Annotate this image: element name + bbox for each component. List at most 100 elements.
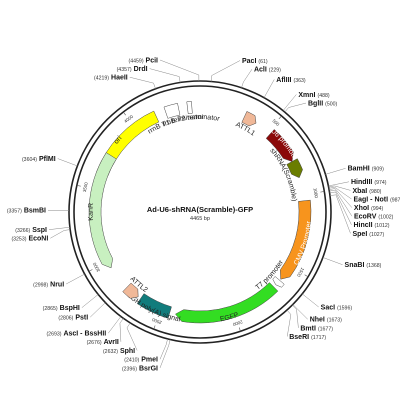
site-xbai: XbaI (980): [352, 188, 381, 195]
leader-haeii: [129, 76, 156, 89]
site-sspi: SspI(3266): [15, 227, 47, 234]
tick-mark: [238, 327, 241, 332]
site-pcii: PciI(4459): [129, 57, 159, 64]
site-name: AscI - BssHII: [63, 331, 106, 338]
site-hindiii: HindIII (974): [351, 179, 387, 186]
site-name: PciI: [146, 57, 159, 64]
site-name: EagI - NotI: [353, 196, 388, 203]
leader-nhei: [292, 304, 308, 320]
leader-hindiii: [328, 181, 350, 187]
restriction-site-layer: PacI (61) AclI (229) AflIII (363) XmnI (488)Bgl…: [7, 57, 400, 372]
site-name: AvrII: [104, 339, 119, 346]
site-econi: EcoNI(3253): [11, 236, 48, 243]
leader-bsrgi: [159, 339, 171, 368]
site-name: XhoI: [354, 205, 369, 212]
site-name: BamHI: [348, 166, 370, 173]
leader-pcii: [159, 59, 200, 82]
site-position: (488): [317, 93, 329, 99]
site-position: (4357): [117, 67, 132, 73]
site-hincii: HincII (1012): [353, 222, 389, 229]
site-position: (2676): [87, 340, 102, 346]
feature-bgh-polya-signal: [136, 293, 172, 319]
tick-mark: [304, 274, 309, 278]
site-nrui: NruI(2998): [33, 281, 64, 288]
plasmid-length: 4465 bp: [190, 216, 210, 222]
tick-label: 1000: [312, 188, 319, 199]
site-position: (909): [372, 167, 384, 173]
site-name: BsmBI: [24, 208, 46, 215]
site-position: (4459): [129, 58, 144, 64]
leader-ecorv: [329, 189, 353, 217]
site-position: (980): [369, 189, 381, 195]
site-name: PacI: [242, 58, 256, 65]
site-position: (1677): [318, 326, 333, 332]
tick-mark: [278, 115, 282, 120]
site-position: (2396): [122, 366, 137, 372]
tick-layer: 500 1000 1500 2000 2500 3000 3500 4000: [76, 111, 325, 332]
site-sphi: SphI(2632): [103, 348, 135, 355]
leader-bmti: [292, 304, 299, 328]
leader-bsphi: [81, 294, 99, 308]
site-name: BspHI: [60, 305, 80, 312]
feature-t7-promoter: [272, 276, 285, 288]
leader-drdi: [149, 68, 181, 83]
site-position: (1673): [327, 318, 342, 324]
tick-mark: [153, 325, 156, 330]
leader-xhoi: [329, 188, 353, 208]
feature-kanr: [88, 152, 117, 269]
site-position: (3357): [7, 209, 22, 215]
site-name: BseRI: [289, 334, 309, 341]
site-spei: SpeI (1027): [352, 231, 384, 238]
site-position: (61): [258, 59, 267, 65]
site-name: BmtI: [300, 325, 316, 332]
site-name: PmeI: [141, 357, 158, 364]
tick-label: 4000: [123, 114, 134, 124]
feature-rrnb-t1-terminator: [163, 103, 181, 119]
site-bseri: BseRI (1717): [289, 334, 326, 341]
leader-xmni: [282, 94, 297, 111]
leader-xbai: [328, 185, 351, 191]
leader-spei: [329, 194, 351, 234]
site-position: (2632): [103, 349, 118, 355]
leader-hincii: [329, 191, 352, 225]
site-name: BsrGI: [139, 365, 158, 372]
site-position: (1596): [337, 305, 352, 311]
leader-sphi: [126, 322, 138, 351]
tick-mark: [123, 111, 126, 116]
site-bamhi: BamHI (909): [348, 166, 385, 173]
site-position: (994): [371, 206, 383, 212]
site-name: SspI: [32, 227, 47, 234]
tick-mark: [76, 185, 81, 187]
feature-label-kanr: KanR: [88, 203, 95, 221]
site-eagi-noti: EagI - NotI(987): [353, 196, 400, 203]
site-name: EcoRV: [354, 214, 377, 221]
site-position: (2998): [33, 282, 48, 288]
site-name: SacI: [321, 304, 335, 311]
site-position: (1717): [311, 335, 326, 341]
site-xmni: XmnI (488): [298, 92, 330, 99]
site-name: DrdI: [134, 66, 148, 73]
site-bsphi: BspHI(2865): [43, 305, 80, 312]
site-bmti: BmtI (1677): [300, 325, 333, 332]
site-xhoi: XhoI (994): [354, 205, 384, 212]
leader-eagi-noti: [328, 186, 352, 200]
site-snabi: SnaBI (1368): [345, 262, 382, 269]
feature-u6-promoter: [265, 129, 294, 162]
leader-bglii: [284, 102, 307, 113]
tick-mark: [88, 269, 93, 272]
site-position: (3266): [15, 228, 30, 234]
site-pflmi: PflMI(3604): [22, 156, 56, 163]
feature-label-egfp: EGFP: [219, 311, 239, 323]
site-position: (4219): [94, 76, 109, 82]
site-position: (987): [390, 197, 400, 203]
site-position: (2693): [46, 332, 61, 338]
site-bsmbi: BsmBI(3357): [7, 208, 46, 215]
site-position: (3604): [22, 157, 37, 163]
site-position: (2865): [43, 306, 58, 312]
site-name: BglII: [308, 100, 323, 107]
leader-pflmi: [57, 158, 78, 167]
tick-label: 2000: [232, 319, 244, 327]
site-position: (2410): [124, 358, 139, 364]
site-name: SpeI: [352, 231, 367, 238]
